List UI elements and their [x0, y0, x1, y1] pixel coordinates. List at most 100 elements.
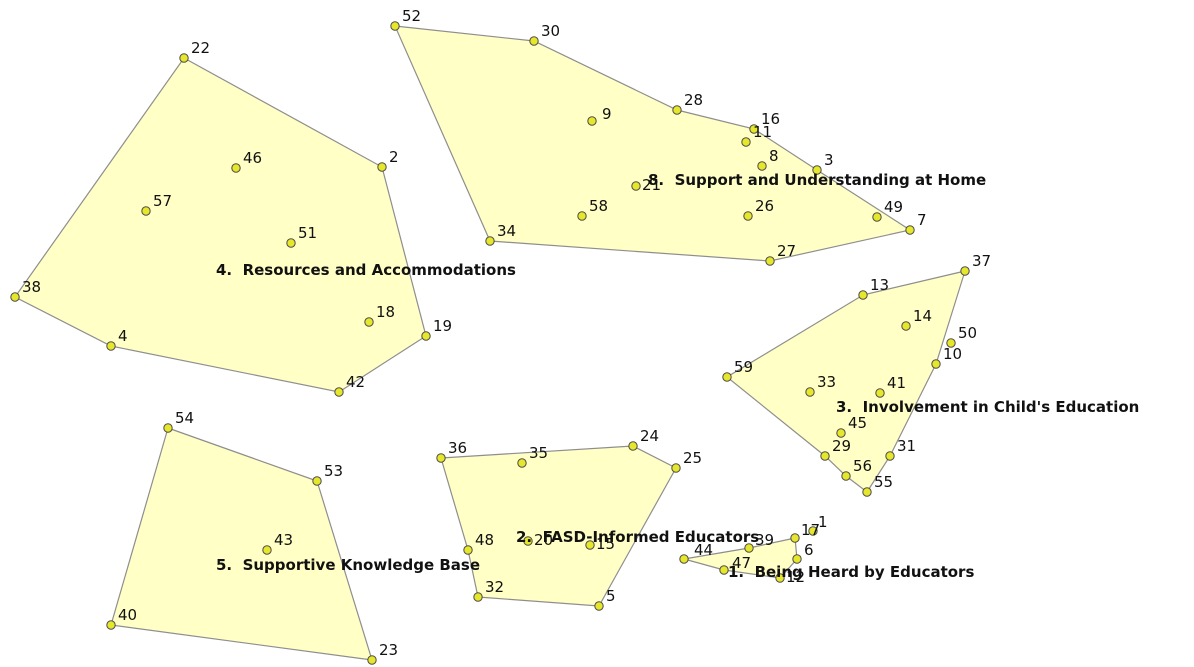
- point-26: [743, 211, 753, 221]
- point-label-50: 50: [958, 324, 977, 342]
- point-37: [960, 266, 970, 276]
- point-56: [841, 471, 851, 481]
- point-label-48: 48: [475, 531, 494, 549]
- point-label-6: 6: [804, 541, 814, 559]
- point-38: [10, 292, 20, 302]
- point-label-7: 7: [917, 211, 927, 229]
- point-9: [587, 116, 597, 126]
- cluster-label-c5: 5. Supportive Knowledge Base: [216, 556, 480, 574]
- point-43: [262, 545, 272, 555]
- point-label-23: 23: [379, 641, 398, 659]
- point-20: [523, 536, 533, 546]
- point-35: [517, 458, 527, 468]
- point-label-41: 41: [887, 374, 906, 392]
- point-label-35: 35: [529, 444, 548, 462]
- point-48: [463, 545, 473, 555]
- point-29: [820, 451, 830, 461]
- point-label-13: 13: [870, 276, 889, 294]
- point-label-57: 57: [153, 192, 172, 210]
- point-label-20: 20: [534, 531, 553, 549]
- point-57: [141, 206, 151, 216]
- point-label-2: 2: [389, 148, 399, 166]
- point-10: [931, 359, 941, 369]
- point-label-30: 30: [541, 22, 560, 40]
- point-label-3: 3: [824, 151, 834, 169]
- point-label-42: 42: [346, 373, 365, 391]
- point-label-52: 52: [402, 7, 421, 25]
- point-7: [905, 225, 915, 235]
- point-label-54: 54: [175, 409, 194, 427]
- point-6: [792, 554, 802, 564]
- point-label-36: 36: [448, 439, 467, 457]
- point-label-19: 19: [433, 317, 452, 335]
- point-47: [719, 565, 729, 575]
- point-44: [679, 554, 689, 564]
- point-label-37: 37: [972, 252, 991, 270]
- point-label-28: 28: [684, 91, 703, 109]
- point-17: [790, 533, 800, 543]
- point-label-31: 31: [897, 437, 916, 455]
- cluster-polygon-c2: [440, 445, 677, 607]
- point-4: [106, 341, 116, 351]
- point-label-22: 22: [191, 39, 210, 57]
- point-55: [862, 487, 872, 497]
- point-label-24: 24: [640, 427, 659, 445]
- cluster-label-c2: 2. FASD-Informed Educators: [516, 528, 759, 546]
- point-label-29: 29: [832, 437, 851, 455]
- point-label-49: 49: [884, 198, 903, 216]
- point-label-47: 47: [732, 554, 751, 572]
- point-label-53: 53: [324, 462, 343, 480]
- point-39: [744, 543, 754, 553]
- cluster-label-c8: 8. Support and Understanding at Home: [648, 171, 986, 189]
- point-label-8: 8: [769, 147, 779, 165]
- point-label-25: 25: [683, 449, 702, 467]
- cluster-label-c3: 3. Involvement in Child's Education: [836, 398, 1139, 416]
- point-36: [436, 453, 446, 463]
- point-52: [390, 21, 400, 31]
- point-11: [741, 137, 751, 147]
- point-label-33: 33: [817, 373, 836, 391]
- point-label-21: 21: [642, 176, 661, 194]
- point-50: [946, 338, 956, 348]
- point-24: [628, 441, 638, 451]
- point-28: [672, 105, 682, 115]
- point-label-32: 32: [485, 578, 504, 596]
- point-21: [631, 181, 641, 191]
- point-label-51: 51: [298, 224, 317, 242]
- point-label-38: 38: [22, 278, 41, 296]
- point-label-4: 4: [118, 327, 128, 345]
- point-41: [875, 388, 885, 398]
- point-label-15: 15: [596, 535, 615, 553]
- point-33: [805, 387, 815, 397]
- point-label-26: 26: [755, 197, 774, 215]
- point-label-43: 43: [274, 531, 293, 549]
- point-59: [722, 372, 732, 382]
- point-25: [671, 463, 681, 473]
- point-45: [836, 428, 846, 438]
- point-label-16: 16: [761, 110, 780, 128]
- point-label-5: 5: [606, 587, 616, 605]
- point-49: [872, 212, 882, 222]
- cluster-label-c4: 4. Resources and Accommodations: [216, 261, 516, 279]
- point-label-1: 1: [818, 513, 828, 531]
- point-label-34: 34: [497, 222, 516, 240]
- point-label-17: 17: [801, 521, 820, 539]
- point-label-58: 58: [589, 197, 608, 215]
- point-40: [106, 620, 116, 630]
- point-label-14: 14: [913, 307, 932, 325]
- point-13: [858, 290, 868, 300]
- point-3: [812, 165, 822, 175]
- point-label-44: 44: [694, 541, 713, 559]
- point-15: [585, 540, 595, 550]
- point-label-56: 56: [853, 457, 872, 475]
- point-label-40: 40: [118, 606, 137, 624]
- point-19: [421, 331, 431, 341]
- point-label-9: 9: [602, 105, 612, 123]
- cluster-polygon-c3: [725, 270, 966, 493]
- point-16: [749, 124, 759, 134]
- point-label-10: 10: [943, 345, 962, 363]
- point-5: [594, 601, 604, 611]
- cluster-polygon-c8: [394, 25, 912, 262]
